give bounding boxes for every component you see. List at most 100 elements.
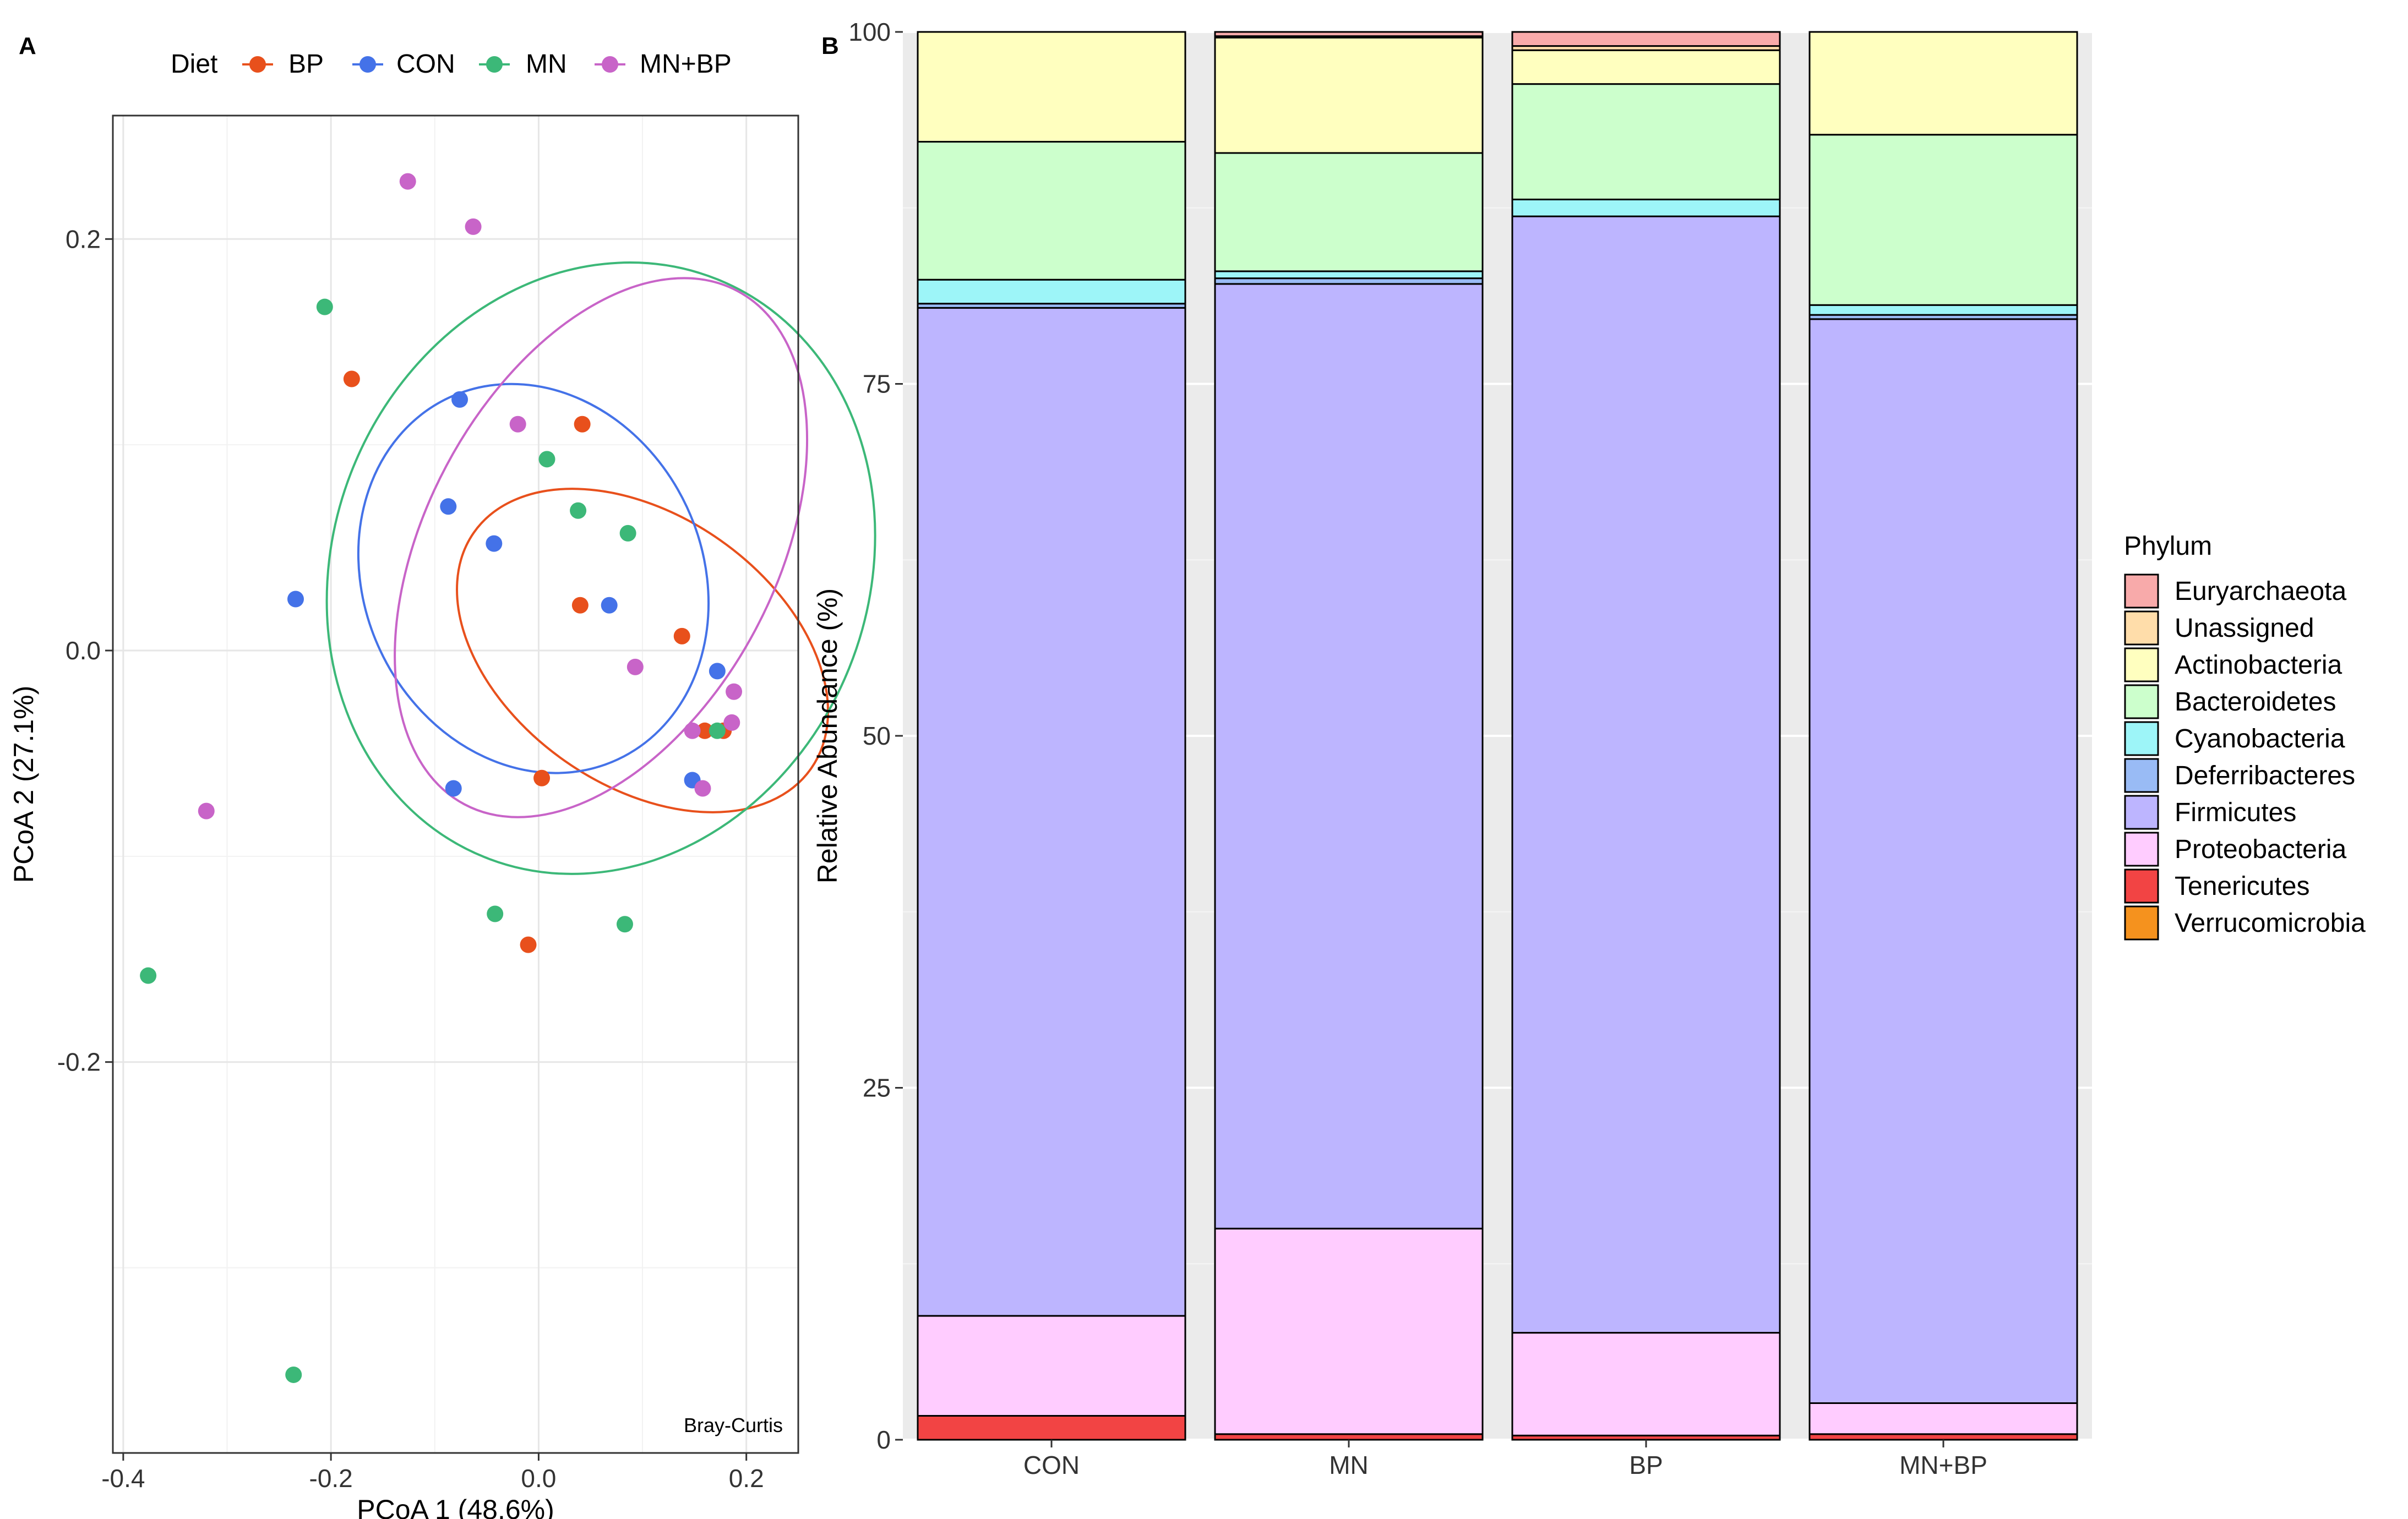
bar-bp-proteobacteria — [1511, 1332, 1781, 1436]
bar-con-proteobacteria — [917, 1315, 1186, 1417]
point-mn-plus-bp — [465, 218, 482, 235]
pcoa-x-tick-label: -0.2 — [309, 1464, 353, 1493]
abundance-y-tick-label: 75 — [863, 370, 891, 398]
pcoa-axes: -0.4 -0.2 0.0 0.2 -0.2 0.0 0.2 — [57, 225, 764, 1493]
point-mn — [316, 298, 333, 315]
phylum-legend-key-actinobacteria — [2124, 647, 2159, 682]
point-con — [440, 498, 457, 515]
pcoa-y-axis-title: PCoA 2 (27.1%) — [8, 686, 39, 883]
bar-mn-bacteroidetes — [1214, 152, 1484, 272]
bar-mn-cyanobacteria — [1214, 270, 1484, 280]
phylum-legend-label-bacteroidetes: Bacteroidetes — [2175, 687, 2336, 717]
ellipse-mn — [325, 261, 876, 875]
category-label-mn: MN — [1329, 1451, 1369, 1479]
phylum-legend-label-deferribacteres: Deferribacteres — [2175, 761, 2355, 790]
point-bp — [520, 936, 537, 953]
abundance-y-tick-label: 50 — [863, 722, 891, 750]
pcoa-plot-border — [112, 114, 799, 1454]
point-mn-plus-bp — [198, 802, 215, 819]
category-label-mn-plus-bp: MN+BP — [1899, 1451, 1987, 1479]
pcoa-plot: Bray-Curtis — [112, 114, 876, 1454]
point-mn-plus-bp — [684, 722, 701, 739]
bar-mn-plus-bp-cyanobacteria — [1808, 304, 2078, 316]
point-con — [601, 597, 618, 614]
diet-legend-label-mn: MN — [526, 50, 567, 79]
point-bp — [574, 416, 591, 433]
point-con — [486, 535, 503, 552]
point-con — [451, 391, 468, 408]
point-bp — [571, 597, 589, 614]
bar-con-tenericutes — [917, 1415, 1186, 1441]
point-mn-plus-bp — [723, 714, 740, 731]
bar-con-bacteroidetes — [917, 141, 1186, 281]
point-mn-plus-bp — [399, 173, 416, 190]
abundance-y-tick-label: 100 — [848, 18, 891, 46]
point-mn — [616, 916, 633, 933]
diet-legend-label-con: CON — [396, 50, 455, 79]
point-con — [287, 591, 304, 608]
point-con — [445, 780, 462, 797]
pcoa-x-tick-label: -0.4 — [101, 1464, 145, 1493]
bar-mn-plus-bp-actinobacteria — [1808, 31, 2078, 136]
ellipse-bp — [456, 488, 830, 813]
abundance-y-axis-title: Relative Abundance (%) — [812, 588, 843, 883]
diet-legend-dot-mn — [486, 56, 503, 73]
phylum-legend-label-verrucomicrobia: Verrucomicrobia — [2175, 909, 2366, 938]
bar-mn-plus-bp-tenericutes — [1808, 1433, 2078, 1441]
point-mn — [487, 905, 504, 922]
bar-bp-actinobacteria — [1511, 49, 1781, 85]
bar-mn-tenericutes — [1214, 1433, 1484, 1441]
phylum-legend-label-tenericutes: Tenericutes — [2175, 872, 2309, 901]
pcoa-x-tick-label: 0.0 — [521, 1464, 556, 1493]
pcoa-x-tick-label: 0.2 — [729, 1464, 764, 1493]
phylum-legend-label-euryarchaeota: Euryarchaeota — [2175, 577, 2346, 606]
point-mn-plus-bp — [509, 416, 526, 433]
phylum-legend-key-tenericutes — [2124, 868, 2159, 904]
phylum-legend-key-euryarchaeota — [2124, 573, 2159, 609]
bar-mn-plus-bp-proteobacteria — [1808, 1402, 2078, 1435]
phylum-legend-key-cyanobacteria — [2124, 721, 2159, 756]
point-mn — [538, 451, 555, 468]
point-mn-plus-bp — [726, 683, 743, 700]
pcoa-ellipses — [325, 261, 876, 875]
bar-mn-firmicutes — [1214, 283, 1484, 1230]
pcoa-points — [140, 173, 743, 1383]
pcoa-y-tick-label: -0.2 — [57, 1048, 101, 1077]
bar-bp-firmicutes — [1511, 215, 1781, 1334]
bar-con-actinobacteria — [917, 31, 1186, 143]
phylum-legend-key-firmicutes — [2124, 795, 2159, 830]
point-bp — [343, 370, 360, 387]
point-mn — [619, 524, 636, 542]
diet-legend-label-bp: BP — [288, 50, 324, 79]
bar-con-firmicutes — [917, 307, 1186, 1317]
bar-mn-actinobacteria — [1214, 36, 1484, 154]
point-bp — [673, 627, 690, 644]
ellipse-mn-plus-bp — [394, 277, 809, 818]
category-label-con: CON — [1023, 1451, 1080, 1479]
bar-bp-cyanobacteria — [1511, 198, 1781, 217]
abundance-plot — [903, 31, 2092, 1441]
pcoa-y-tick-label: 0.2 — [66, 225, 101, 253]
pcoa-x-axis-title: PCoA 1 (48.6%) — [357, 1494, 554, 1519]
bar-bp-euryarchaeota — [1511, 31, 1781, 47]
diet-legend-dot-bp — [249, 56, 266, 73]
category-label-bp: BP — [1629, 1451, 1663, 1479]
panel-label-b: B — [821, 32, 839, 59]
phylum-legend-key-bacteroidetes — [2124, 684, 2159, 719]
abundance-y-tick-label: 0 — [876, 1425, 891, 1454]
diet-legend: Diet BP CON MN MN+BP — [171, 50, 732, 79]
bar-con-cyanobacteria — [917, 278, 1186, 305]
point-mn — [709, 722, 726, 739]
diet-legend-dot-mn-plus-bp — [602, 56, 618, 73]
point-mn-plus-bp — [626, 658, 644, 675]
phylum-legend-label-proteobacteria: Proteobacteria — [2175, 835, 2346, 864]
diet-legend-dot-con — [359, 56, 376, 73]
distance-annotation: Bray-Curtis — [684, 1414, 783, 1436]
point-bp — [533, 769, 551, 786]
point-mn — [140, 967, 157, 984]
bar-mn-deferribacteres — [1214, 277, 1484, 285]
phylum-legend-key-proteobacteria — [2124, 832, 2159, 867]
phylum-legend: Phylum Euryarchaeota Unassigned Actinobact… — [2124, 532, 2366, 941]
phylum-legend-label-actinobacteria: Actinobacteria — [2175, 651, 2342, 680]
